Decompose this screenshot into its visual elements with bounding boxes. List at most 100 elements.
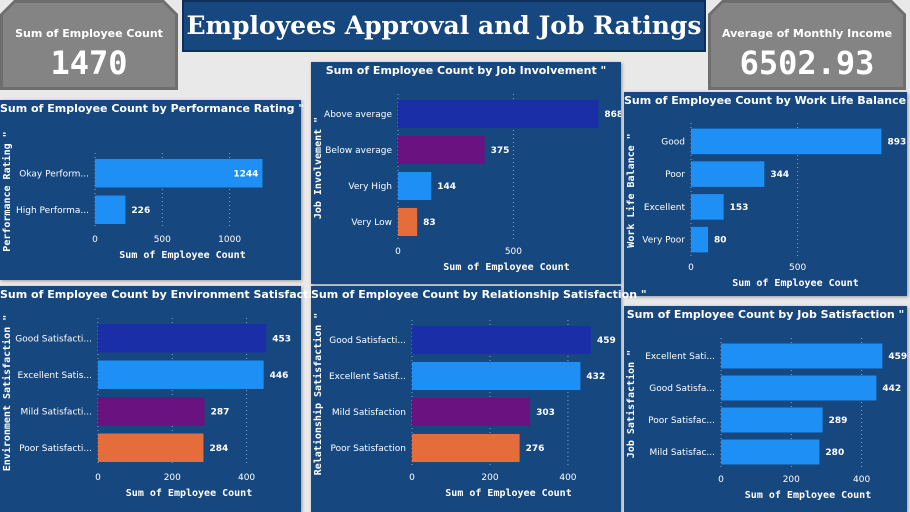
data-label: 446	[270, 371, 289, 381]
x-tick-label: 200	[783, 475, 800, 485]
x-tick-label: 1000	[218, 235, 241, 245]
bar	[412, 397, 531, 427]
chart-svg: 0 200 400 Good Satisfacti... 453 Excellent Sa…	[1, 315, 291, 499]
category-label: Excellent Satisf...	[329, 372, 406, 382]
x-axis-title: Sum of Employee Count	[445, 488, 571, 499]
data-label: 153	[730, 203, 749, 213]
chart-svg: 0 200 400 Excellent Sati... 459 Good Satisfa.…	[625, 338, 907, 501]
data-label: 893	[887, 137, 906, 147]
kpi-card-inner: Sum of Employee Count 1470	[3, 3, 175, 87]
bar	[398, 207, 418, 237]
y-axis-title: Work Life Balance "	[625, 133, 637, 247]
category-label: Poor Satisfaction	[331, 444, 407, 454]
bar	[98, 397, 205, 426]
bar	[412, 433, 520, 463]
bar	[398, 135, 485, 165]
bar	[98, 433, 204, 462]
category-label: Good Satisfa...	[649, 384, 715, 394]
bar	[398, 99, 599, 129]
x-tick-label: 400	[853, 475, 870, 485]
kpi-value: 1470	[50, 44, 128, 82]
chart-title: Sum of Employee Count by Environment Sat…	[0, 288, 338, 301]
data-label: 453	[272, 334, 291, 344]
chart-job-satisfaction[interactable]: Sum of Employee Count by Job Satisfactio…	[624, 306, 907, 512]
category-label: Very Low	[351, 218, 392, 228]
dashboard-title: Employees Approval and Job Ratings	[186, 11, 702, 40]
category-label: Mild Satisfaction	[332, 408, 406, 418]
bar	[721, 407, 823, 433]
bar	[691, 128, 882, 155]
kpi-card-employee-count: Sum of Employee Count 1470	[0, 0, 178, 90]
bar	[398, 171, 432, 201]
bar	[721, 343, 883, 369]
data-label: 375	[491, 146, 510, 156]
y-axis-title: Job Satisfaction "	[625, 350, 637, 458]
bar	[721, 375, 877, 401]
data-label: 1244	[233, 169, 258, 179]
category-label: Good Satisfacti...	[15, 334, 92, 344]
bar	[691, 226, 709, 253]
category-label: Poor	[665, 170, 685, 180]
category-label: Poor Satisfacti...	[19, 444, 92, 454]
chart-job-involvement[interactable]: Sum of Employee Count by Job Involvement…	[311, 62, 621, 284]
kpi-value: 6502.93	[739, 44, 875, 82]
data-label: 276	[526, 444, 545, 454]
bar	[412, 361, 581, 391]
category-label: Very Poor	[642, 236, 685, 246]
kpi-label: Sum of Employee Count	[15, 27, 163, 40]
x-axis-title: Sum of Employee Count	[119, 250, 245, 261]
data-label: 303	[536, 408, 555, 418]
category-label: Excellent Sati...	[645, 352, 715, 362]
category-label: Mild Satisfac...	[649, 448, 715, 458]
x-tick-label: 0	[688, 263, 694, 273]
data-label: 289	[829, 416, 848, 426]
kpi-card-inner: Average of Monthly Income 6502.93	[711, 3, 903, 87]
chart-title: Sum of Employee Count by Work Life Balan…	[624, 94, 910, 107]
chart-title: Sum of Employee Count by Job Involvement…	[325, 64, 607, 77]
category-label: Below average	[325, 146, 392, 156]
category-label: Mild Satisfacti...	[20, 407, 92, 417]
chart-environment-satisfaction[interactable]: Sum of Employee Count by Environment Sat…	[0, 286, 338, 512]
data-label: 344	[770, 170, 789, 180]
bar	[721, 439, 820, 465]
y-axis-title: Performance Rating "	[1, 131, 13, 251]
y-axis-title: Job Involvement "	[313, 117, 324, 219]
chart-svg: 0 500 Good 893 Poor 344 Excellent 153 Very Poor 8…	[625, 123, 906, 289]
category-label: Poor Satisfac...	[648, 416, 715, 426]
x-tick-label: 500	[154, 235, 171, 245]
data-label: 868	[604, 110, 621, 120]
x-tick-label: 500	[789, 263, 806, 273]
kpi-label: Average of Monthly Income	[721, 27, 893, 40]
x-tick-label: 500	[505, 247, 522, 257]
data-label: 287	[211, 407, 230, 417]
chart-performance-rating[interactable]: Sum of Employee Count by Performance Rat…	[0, 100, 304, 280]
category-label: Above average	[324, 110, 392, 120]
data-label: 459	[888, 352, 907, 362]
chart-work-life-balance[interactable]: Sum of Employee Count by Work Life Balan…	[624, 92, 910, 296]
data-label: 280	[825, 448, 844, 458]
category-label: Okay Perform...	[19, 169, 89, 179]
bar	[691, 161, 765, 187]
category-label: Excellent	[644, 203, 686, 213]
x-tick-label: 200	[481, 473, 498, 483]
bar	[691, 194, 724, 220]
category-label: Excellent Satis...	[17, 371, 92, 381]
x-axis-title: Sum of Employee Count	[126, 488, 252, 499]
chart-title: Sum of Employee Count by Job Satisfactio…	[626, 308, 905, 321]
data-label: 284	[209, 444, 228, 454]
x-tick-label: 200	[164, 473, 181, 483]
x-tick-label: 0	[92, 235, 98, 245]
x-axis-title: Sum of Employee Count	[745, 490, 871, 501]
chart-title: Sum of Employee Count by Performance Rat…	[0, 102, 304, 115]
x-tick-label: 0	[95, 473, 101, 483]
bar	[95, 195, 126, 224]
x-axis-title: Sum of Employee Count	[732, 278, 858, 289]
category-label: Very High	[348, 182, 392, 192]
dashboard-title-banner: Employees Approval and Job Ratings	[182, 0, 706, 52]
data-label: 432	[586, 372, 605, 382]
x-tick-label: 0	[409, 473, 415, 483]
chart-relationship-satisfaction[interactable]: Sum of Employee Count by Relationship Sa…	[311, 286, 647, 512]
x-tick-label: 400	[238, 473, 255, 483]
chart-title: Sum of Employee Count by Relationship Sa…	[311, 288, 647, 301]
bar	[412, 325, 591, 355]
